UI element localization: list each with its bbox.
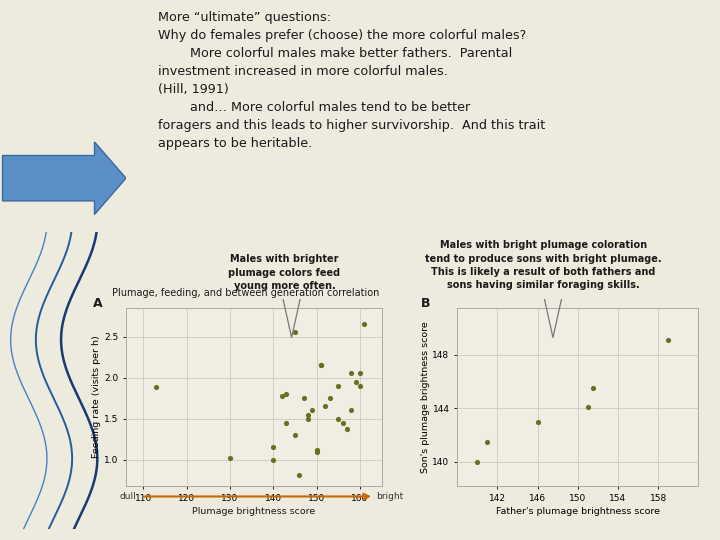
Polygon shape — [2, 142, 126, 214]
Point — [359, 320, 370, 328]
Text: B: B — [421, 297, 431, 310]
Point — [307, 406, 318, 415]
Point — [587, 384, 598, 393]
Point — [289, 431, 301, 440]
Point — [333, 381, 344, 390]
Point — [350, 377, 361, 386]
Text: Males with bright plumage coloration
tend to produce sons with bright plumage.
T: Males with bright plumage coloration ten… — [426, 240, 662, 290]
Point — [281, 418, 292, 427]
Text: dull: dull — [120, 492, 136, 501]
Point — [289, 328, 301, 337]
Text: Males with brighter
plumage colors feed
young more often.: Males with brighter plumage colors feed … — [228, 254, 341, 291]
Point — [268, 443, 279, 452]
Y-axis label: Son's plumage brightness score: Son's plumage brightness score — [420, 321, 430, 473]
Text: Plumage brightness score: Plumage brightness score — [192, 507, 315, 516]
Point — [276, 392, 288, 400]
X-axis label: Father's plumage brightness score: Father's plumage brightness score — [496, 507, 660, 516]
Point — [346, 406, 357, 415]
Point — [337, 418, 348, 427]
Text: More “ultimate” questions:
Why do females prefer (choose) the more colorful male: More “ultimate” questions: Why do female… — [158, 11, 546, 150]
Text: Plumage, feeding, and between generation correlation: Plumage, feeding, and between generation… — [112, 288, 379, 298]
Y-axis label: Feeding rate (visits per h): Feeding rate (visits per h) — [92, 335, 102, 458]
Point — [346, 369, 357, 378]
Point — [662, 336, 674, 345]
Point — [268, 455, 279, 464]
Point — [582, 403, 593, 411]
Point — [315, 361, 327, 369]
Point — [324, 394, 336, 402]
Point — [294, 470, 305, 479]
Point — [311, 447, 323, 456]
Point — [482, 437, 493, 446]
Point — [298, 394, 310, 402]
Text: A: A — [93, 297, 102, 310]
Point — [354, 369, 366, 378]
Text: bright: bright — [377, 492, 404, 501]
Point — [333, 414, 344, 423]
Point — [341, 424, 353, 433]
Point — [472, 457, 483, 466]
Point — [302, 410, 314, 419]
Point — [302, 414, 314, 423]
Point — [311, 446, 323, 454]
Point — [224, 454, 235, 462]
Point — [320, 402, 331, 410]
Point — [532, 417, 544, 426]
Point — [315, 361, 327, 369]
Point — [150, 383, 162, 392]
Point — [354, 381, 366, 390]
Point — [281, 390, 292, 399]
